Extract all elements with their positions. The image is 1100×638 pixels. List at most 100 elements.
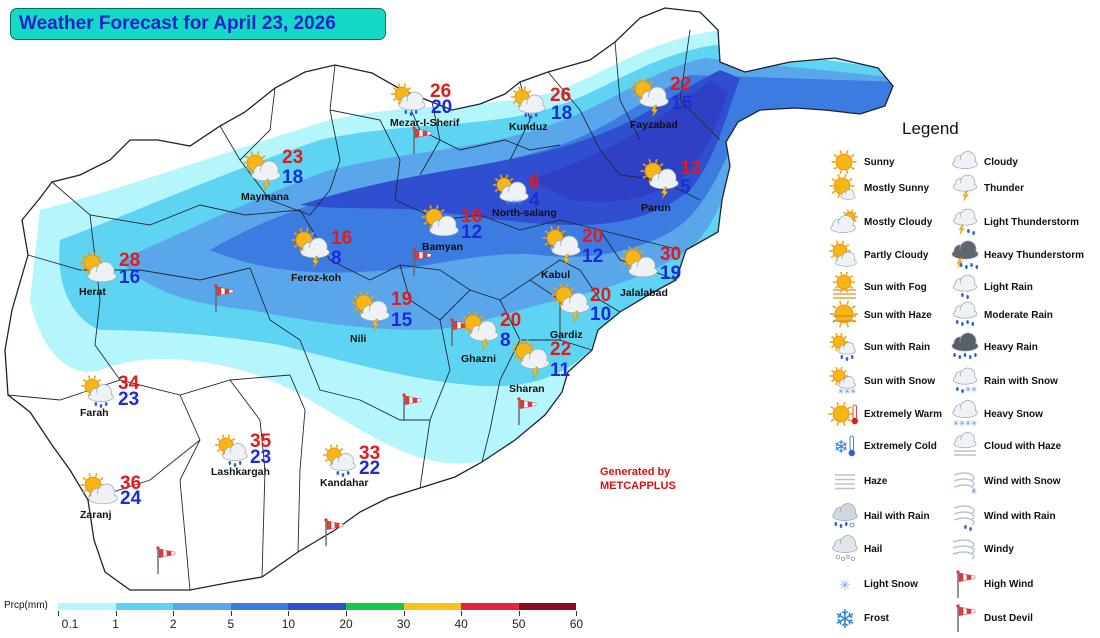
generated-by-line2: METCAPPLUS (600, 480, 676, 492)
sun-snow-icon: ✳ ✳ ✳ (493, 174, 529, 207)
min-temp: 4 (529, 190, 540, 211)
max-temp: 26 (550, 85, 571, 106)
scale-segment (345, 603, 404, 610)
scale-label: 0.1 (61, 617, 79, 631)
partly-cloudy-icon (79, 250, 117, 283)
legend-label: Mostly Cloudy (864, 216, 933, 228)
extremely-warm-icon (828, 399, 862, 429)
legend-item-frost: ❄ Frost (828, 603, 889, 634)
scale-tick (230, 611, 232, 616)
legend-item-light-thunderstorm: Light Thunderstorm (948, 207, 1079, 237)
legend-label: Haze (864, 475, 888, 487)
precipitation-scale-bar (58, 603, 577, 610)
min-temp: 23 (118, 389, 139, 410)
sun-thunder-icon (511, 338, 550, 379)
svg-text:✳: ✳ (971, 419, 978, 428)
min-temp: 15 (671, 93, 693, 114)
svg-text:❄: ❄ (833, 437, 848, 457)
partly-cloudy-icon (828, 240, 862, 270)
min-temp: 22 (359, 458, 380, 479)
station-feroz-koh: 168 Feroz-koh (291, 227, 352, 284)
sun-thunder-icon (542, 225, 581, 266)
legend-label: Cloudy (984, 156, 1018, 168)
max-temp: 20 (500, 310, 521, 331)
legend-label: Mostly Sunny (864, 182, 930, 194)
legend-label: Light Thunderstorm (984, 216, 1079, 228)
light-snow-icon: ✳ (828, 569, 862, 599)
max-temp: 13 (680, 158, 701, 179)
legend-label: Heavy Snow (984, 408, 1043, 420)
sunny-icon (828, 147, 862, 177)
svg-text:✳: ✳ (850, 387, 857, 396)
moderate-rain-icon (948, 300, 982, 330)
legend-item-windy: Windy (948, 534, 1014, 564)
station-name: Kandahar (320, 477, 368, 489)
sun-thunder-icon (551, 282, 590, 323)
legend-item-rain-snow: ✳ ✳ Rain with Snow (948, 366, 1058, 396)
station-ghazni: 208 Ghazni (460, 310, 521, 365)
sun-thunder-icon (460, 310, 499, 351)
scale-segment (115, 603, 174, 610)
title-banner: Weather Forecast for April 23, 2026 (10, 8, 386, 40)
legend-item-cloudy: Cloudy (948, 147, 1018, 177)
legend-item-light-snow: ✳ Light Snow (828, 569, 918, 599)
max-temp: 6 (529, 172, 540, 193)
sun-thunder-icon (242, 150, 281, 191)
thunder-icon (948, 173, 982, 203)
scale-segment (403, 603, 462, 610)
station-name: Jalalabad (620, 287, 668, 299)
min-temp: 12 (582, 246, 603, 267)
scale-tick (58, 611, 59, 616)
svg-text:✳: ✳ (505, 198, 512, 207)
svg-text:✳: ✳ (953, 419, 960, 428)
min-temp: 20 (431, 97, 452, 118)
max-temp: 36 (120, 473, 141, 494)
legend-label: Sun with Snow (864, 375, 936, 387)
station-name: Mezar-I-Sherif (390, 117, 460, 129)
legend-item-sunny: Sunny (828, 147, 895, 177)
station-name: Zaranj (80, 509, 112, 521)
station-name: Kabul (541, 269, 570, 281)
max-temp: 19 (391, 289, 412, 310)
scale-tick (461, 611, 463, 616)
legend-label: Thunder (984, 182, 1024, 194)
svg-text:✳: ✳ (844, 387, 851, 396)
max-temp: 34 (118, 373, 140, 394)
station-name: Bamyan (422, 241, 463, 253)
scale-label: 40 (454, 617, 468, 631)
wind-markers (156, 126, 537, 574)
max-temp: 20 (582, 226, 603, 247)
min-temp: 18 (282, 167, 303, 188)
sun-thunder-icon (351, 290, 390, 331)
sun-thunder-icon (640, 158, 679, 199)
legend-item-mostly-sunny: Mostly Sunny (828, 173, 929, 203)
high-wind-marker-icon (412, 126, 432, 154)
legend-title: Legend (902, 119, 959, 138)
max-temp: 35 (250, 431, 272, 452)
high-wind-icon (948, 569, 982, 599)
scale-label: 60 (569, 617, 584, 631)
min-temp: 23 (250, 447, 271, 468)
legend-label: Heavy Thunderstorm (984, 249, 1085, 261)
legend-label: Rain with Snow (984, 375, 1058, 387)
min-temp: 12 (461, 222, 482, 243)
legend-label: Hail (864, 543, 883, 555)
legend-item-extremely-cold: ❄ Extremely Cold (828, 431, 937, 461)
max-temp: 30 (660, 244, 681, 265)
high-wind-marker-icon (156, 546, 176, 574)
legend-label: Moderate Rain (984, 309, 1053, 321)
scale-segment (58, 603, 116, 610)
station-name: North-salang (492, 207, 557, 219)
scale-tick (288, 611, 290, 616)
sun-fog-icon (828, 271, 862, 302)
max-temp: 28 (119, 250, 140, 271)
station-parun: 135 Parun (640, 158, 701, 214)
hail-icon (828, 534, 862, 564)
scale-tick (576, 611, 578, 616)
station-name: Farah (80, 407, 109, 419)
